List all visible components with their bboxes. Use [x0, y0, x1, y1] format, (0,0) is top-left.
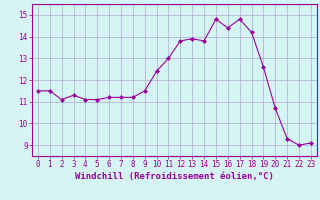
- X-axis label: Windchill (Refroidissement éolien,°C): Windchill (Refroidissement éolien,°C): [75, 172, 274, 181]
